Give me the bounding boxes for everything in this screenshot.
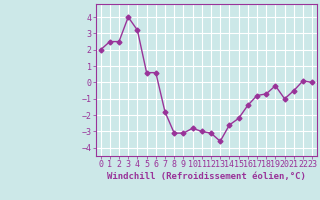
- X-axis label: Windchill (Refroidissement éolien,°C): Windchill (Refroidissement éolien,°C): [107, 172, 306, 181]
